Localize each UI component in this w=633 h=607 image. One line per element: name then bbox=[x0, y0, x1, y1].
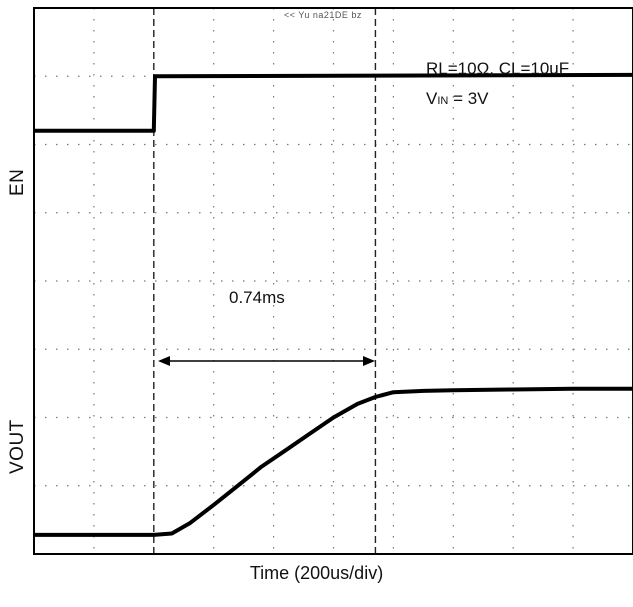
delay-label: 0.74ms bbox=[229, 288, 285, 307]
vin-suffix: = 3V bbox=[448, 89, 489, 108]
x-axis-label: Time (200us/div) bbox=[249, 563, 384, 583]
conditions-label: RL=10Ω, CL=10uF bbox=[426, 59, 570, 78]
grid bbox=[34, 8, 633, 554]
en-axis-label: EN bbox=[7, 168, 28, 196]
delay-arrow-right-head bbox=[363, 356, 375, 366]
traces bbox=[34, 72, 633, 537]
trace-en bbox=[34, 72, 633, 133]
scope-header-text: << Yu na21DE bz bbox=[284, 10, 362, 20]
trace-vout bbox=[34, 386, 633, 537]
vin-prefix: V bbox=[426, 89, 438, 108]
vout-axis-label: VOUT bbox=[7, 419, 28, 474]
vin-label: VIN = 3V bbox=[426, 89, 489, 109]
annotations bbox=[158, 356, 375, 366]
delay-arrow-left-head bbox=[158, 356, 170, 366]
plot-frame bbox=[33, 7, 633, 555]
vin-subscript: IN bbox=[437, 95, 449, 107]
